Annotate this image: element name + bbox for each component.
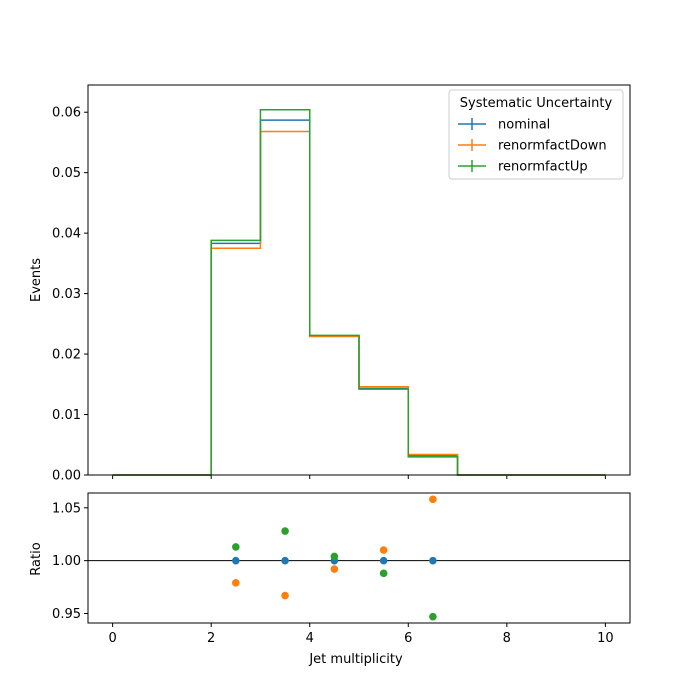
- events-y-tick-label: 0.06: [52, 106, 81, 121]
- ratio-x-tick-label: 0: [108, 631, 116, 646]
- events-panel: 0.00 0.01 0.02 0.03 0.04 0.05 0.06 Events Syst…: [29, 84, 631, 484]
- legend-entries: nominal renormfactDown renormfactUp: [458, 118, 607, 175]
- events-plot-frame: [87, 84, 631, 476]
- ratio-point-nominal: [429, 556, 437, 565]
- ratio-point-nominal: [232, 556, 240, 565]
- ratio-axis-ticks: 0 2 4 6 8 10 0.95 1.00 1.05: [52, 501, 614, 646]
- legend-title: Systematic Uncertainty: [460, 96, 613, 111]
- events-y-tick-label: 0.00: [52, 469, 81, 484]
- events-y-tick-label: 0.02: [52, 348, 81, 363]
- legend-label: renormfactDown: [498, 139, 607, 154]
- ratio-x-tick-label: 4: [306, 631, 314, 646]
- events-y-tick-label: 0.04: [52, 227, 81, 242]
- events-y-tick-label: 0.03: [52, 287, 81, 302]
- ratio-point-renormfactDown: [330, 565, 339, 573]
- ratio-x-tick-label: 8: [503, 631, 511, 646]
- ratio-point-renormfactUp: [232, 543, 240, 551]
- ratio-x-tick-label: 6: [404, 631, 412, 646]
- events-y-tick-label: 0.01: [52, 408, 81, 423]
- ratio-point-nominal: [281, 556, 289, 565]
- ratio-points: [232, 495, 437, 621]
- legend: Systematic Uncertainty nominal renormfact…: [448, 89, 624, 180]
- x-axis-label: Jet multiplicity: [308, 652, 403, 667]
- ratio-point-renormfactDown: [429, 495, 437, 504]
- ratio-point-renormfactDown: [379, 546, 388, 554]
- ratio-point-renormfactUp: [330, 552, 339, 561]
- ratio-y-tick-label: 1.00: [52, 554, 81, 569]
- events-y-tick-label: 0.05: [52, 166, 81, 181]
- events-axis-ticks: 0.00 0.01 0.02 0.03 0.04 0.05 0.06: [52, 106, 606, 484]
- ratio-plot-frame: [87, 492, 631, 624]
- ratio-point-renormfactUp: [379, 569, 388, 578]
- legend-label: nominal: [498, 118, 550, 133]
- legend-box: [448, 89, 624, 180]
- events-y-axis-label: Events: [29, 258, 44, 302]
- ratio-y-axis-label: Ratio: [29, 542, 44, 575]
- ratio-y-tick-label: 1.05: [52, 501, 81, 516]
- ratio-x-tick-label: 10: [597, 631, 614, 646]
- ratio-point-renormfactUp: [281, 527, 289, 535]
- ratio-panel: 0 2 4 6 8 10 0.95 1.00 1.05 Ratio Jet multiplici…: [29, 492, 631, 667]
- ratio-point-renormfactUp: [429, 612, 437, 621]
- legend-entry-renormfactDown: renormfactDown: [458, 139, 607, 154]
- ratio-y-tick-label: 0.95: [52, 607, 81, 622]
- ratio-point-renormfactDown: [281, 591, 289, 600]
- ratio-point-nominal: [379, 556, 388, 565]
- ratio-point-renormfactDown: [232, 579, 240, 587]
- legend-entry-nominal: nominal: [458, 118, 550, 133]
- legend-label: renormfactUp: [498, 160, 588, 175]
- ratio-x-tick-label: 2: [207, 631, 215, 646]
- legend-entry-renormfactUp: renormfactUp: [458, 160, 588, 175]
